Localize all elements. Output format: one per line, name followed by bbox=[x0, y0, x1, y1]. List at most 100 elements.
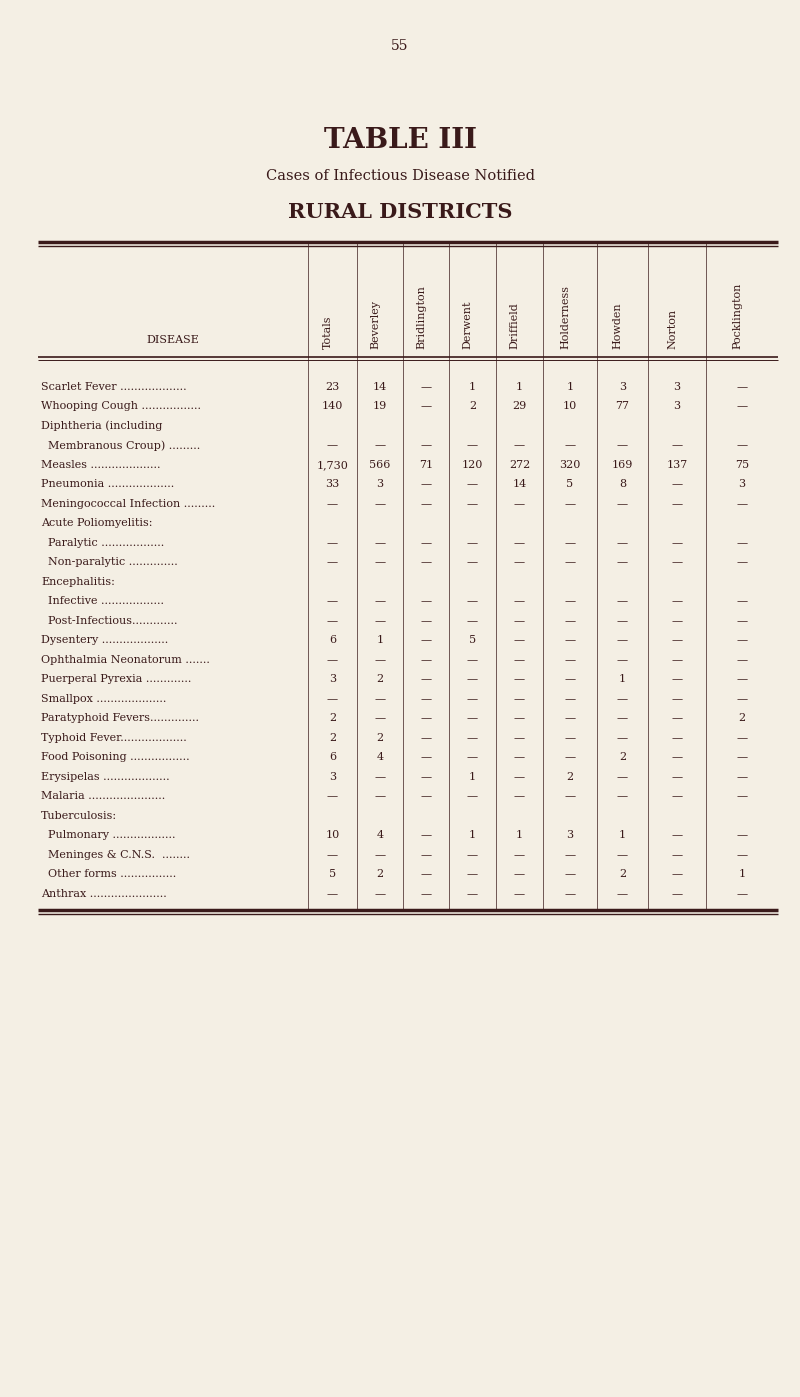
Text: Driffield: Driffield bbox=[510, 302, 519, 349]
Text: —: — bbox=[671, 714, 682, 724]
Text: —: — bbox=[514, 771, 525, 782]
Text: —: — bbox=[737, 616, 747, 626]
Text: —: — bbox=[671, 655, 682, 665]
Text: —: — bbox=[737, 675, 747, 685]
Text: Membranous Croup) .........: Membranous Croup) ......... bbox=[41, 440, 200, 450]
Text: —: — bbox=[374, 655, 386, 665]
Text: 140: 140 bbox=[322, 401, 343, 411]
Text: —: — bbox=[565, 869, 575, 879]
Text: —: — bbox=[514, 752, 525, 763]
Text: Diphtheria (including: Diphtheria (including bbox=[41, 420, 162, 432]
Text: 3: 3 bbox=[566, 830, 574, 840]
Text: Pocklington: Pocklington bbox=[732, 282, 742, 349]
Text: —: — bbox=[565, 499, 575, 509]
Text: Paralytic ..................: Paralytic .................. bbox=[41, 538, 164, 548]
Text: —: — bbox=[467, 888, 478, 898]
Text: 1: 1 bbox=[516, 381, 523, 391]
Text: —: — bbox=[737, 830, 747, 840]
Text: —: — bbox=[327, 440, 338, 450]
Text: —: — bbox=[421, 791, 431, 802]
Text: 33: 33 bbox=[326, 479, 340, 489]
Text: —: — bbox=[421, 771, 431, 782]
Text: —: — bbox=[737, 538, 747, 548]
Text: —: — bbox=[737, 440, 747, 450]
Text: 2: 2 bbox=[329, 714, 336, 724]
Text: 3: 3 bbox=[619, 381, 626, 391]
Text: —: — bbox=[421, 849, 431, 859]
Text: —: — bbox=[514, 714, 525, 724]
Text: —: — bbox=[737, 499, 747, 509]
Text: —: — bbox=[671, 752, 682, 763]
Text: Measles ....................: Measles .................... bbox=[41, 460, 161, 469]
Text: 8: 8 bbox=[619, 479, 626, 489]
Text: —: — bbox=[617, 499, 628, 509]
Text: —: — bbox=[565, 616, 575, 626]
Text: 1: 1 bbox=[469, 381, 476, 391]
Text: —: — bbox=[467, 733, 478, 743]
Text: Totals: Totals bbox=[322, 316, 333, 349]
Text: 1: 1 bbox=[566, 381, 574, 391]
Text: —: — bbox=[737, 694, 747, 704]
Text: —: — bbox=[617, 538, 628, 548]
Text: —: — bbox=[671, 557, 682, 567]
Text: 3: 3 bbox=[329, 771, 336, 782]
Text: —: — bbox=[737, 655, 747, 665]
Text: —: — bbox=[327, 616, 338, 626]
Text: 71: 71 bbox=[419, 460, 433, 469]
Text: —: — bbox=[514, 538, 525, 548]
Text: —: — bbox=[671, 771, 682, 782]
Text: —: — bbox=[671, 733, 682, 743]
Text: —: — bbox=[467, 675, 478, 685]
Text: 75: 75 bbox=[735, 460, 749, 469]
Text: —: — bbox=[421, 479, 431, 489]
Text: 1,730: 1,730 bbox=[317, 460, 349, 469]
Text: —: — bbox=[514, 616, 525, 626]
Text: —: — bbox=[514, 597, 525, 606]
Text: Dysentery ...................: Dysentery ................... bbox=[41, 636, 168, 645]
Text: —: — bbox=[421, 499, 431, 509]
Text: —: — bbox=[514, 849, 525, 859]
Text: 2: 2 bbox=[329, 733, 336, 743]
Text: —: — bbox=[374, 791, 386, 802]
Text: —: — bbox=[421, 381, 431, 391]
Text: —: — bbox=[737, 849, 747, 859]
Text: Smallpox ....................: Smallpox .................... bbox=[41, 694, 166, 704]
Text: —: — bbox=[467, 655, 478, 665]
Text: 4: 4 bbox=[377, 752, 383, 763]
Text: 19: 19 bbox=[373, 401, 387, 411]
Text: Other forms ................: Other forms ................ bbox=[41, 869, 176, 879]
Text: —: — bbox=[327, 655, 338, 665]
Text: 2: 2 bbox=[619, 869, 626, 879]
Text: 3: 3 bbox=[329, 675, 336, 685]
Text: —: — bbox=[617, 888, 628, 898]
Text: —: — bbox=[671, 791, 682, 802]
Text: —: — bbox=[421, 538, 431, 548]
Text: Meningococcal Infection .........: Meningococcal Infection ......... bbox=[41, 499, 215, 509]
Text: —: — bbox=[467, 714, 478, 724]
Text: —: — bbox=[565, 694, 575, 704]
Text: RURAL DISTRICTS: RURAL DISTRICTS bbox=[288, 203, 512, 222]
Text: —: — bbox=[327, 557, 338, 567]
Text: —: — bbox=[671, 830, 682, 840]
Text: 2: 2 bbox=[469, 401, 476, 411]
Text: —: — bbox=[737, 401, 747, 411]
Text: —: — bbox=[671, 616, 682, 626]
Text: —: — bbox=[565, 888, 575, 898]
Text: —: — bbox=[467, 538, 478, 548]
Text: —: — bbox=[421, 616, 431, 626]
Text: —: — bbox=[565, 636, 575, 645]
Text: 5: 5 bbox=[329, 869, 336, 879]
Text: —: — bbox=[671, 675, 682, 685]
Text: DISEASE: DISEASE bbox=[146, 335, 199, 345]
Text: 169: 169 bbox=[612, 460, 633, 469]
Text: 3: 3 bbox=[674, 401, 681, 411]
Text: —: — bbox=[737, 791, 747, 802]
Text: —: — bbox=[327, 538, 338, 548]
Text: 1: 1 bbox=[619, 830, 626, 840]
Text: —: — bbox=[421, 888, 431, 898]
Text: 120: 120 bbox=[462, 460, 483, 469]
Text: —: — bbox=[514, 557, 525, 567]
Text: —: — bbox=[565, 733, 575, 743]
Text: Infective ..................: Infective .................. bbox=[41, 597, 164, 606]
Text: —: — bbox=[327, 849, 338, 859]
